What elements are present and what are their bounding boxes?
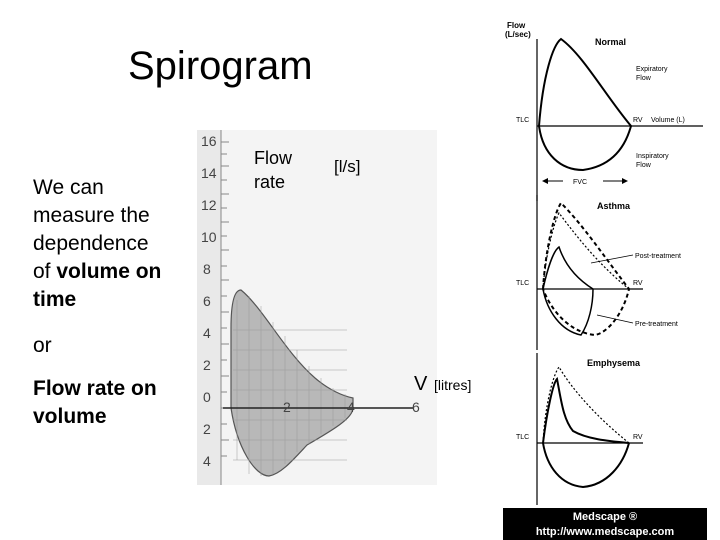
x-tick-label: 4 <box>347 399 355 415</box>
emphysema-tlc-label: TLC <box>516 434 529 441</box>
normal-loop <box>537 37 633 172</box>
emphysema-expiratory-loop <box>542 376 630 444</box>
y-tick-label: 4 <box>203 325 211 341</box>
plot-x-tick-labels: 2 4 6 <box>283 399 420 415</box>
asthma-pre-label: Pre-treatment <box>635 321 678 328</box>
normal-inspiratory-label-2: Flow <box>636 162 652 169</box>
flow-rate-label-line-1: Flow <box>254 148 293 168</box>
y-tick-label: 10 <box>201 229 217 245</box>
volume-symbol: V <box>414 373 428 395</box>
emphysema-loop-group: Emphysema TLC RV <box>516 353 643 505</box>
slide-title: Spirogram <box>128 44 313 88</box>
emphysema-rv-label: RV <box>633 434 643 441</box>
asthma-tlc-label: TLC <box>516 280 529 287</box>
post-treatment-leader <box>590 254 634 264</box>
y-tick-label: 16 <box>201 133 217 149</box>
asthma-post-treatment-loop <box>541 201 631 337</box>
y-tick-label: 8 <box>203 261 211 277</box>
y-tick-label: 12 <box>201 197 217 213</box>
y-tick-label: 2 <box>203 357 211 373</box>
y-tick-label: 2 <box>203 421 211 437</box>
intro-line-1: We can <box>33 176 104 199</box>
x-tick-label: 2 <box>283 399 291 415</box>
flow-on-volume-line-1: Flow rate on <box>33 377 157 400</box>
asthma-rv-label: RV <box>633 280 643 287</box>
normal-fvc-label: FVC <box>573 179 587 186</box>
normal-title: Normal <box>595 37 626 47</box>
normal-loop-group: Flow (L/sec) Normal Expiratory Flow TLC … <box>505 21 703 201</box>
normal-expiratory-label: Expiratory <box>636 66 668 73</box>
normal-inspiratory-label: Inspiratory <box>636 153 669 160</box>
plot-margin-strip <box>197 130 221 485</box>
intro-text: We can measure the dependence of volume … <box>33 174 193 314</box>
asthma-title: Asthma <box>597 201 631 211</box>
y-tick-label: 4 <box>203 453 211 469</box>
emphysema-inspiratory-loop <box>542 442 630 489</box>
flow-on-volume-line-2: volume <box>33 405 107 428</box>
emphysema-title: Emphysema <box>587 358 641 368</box>
intro-line-5: time <box>33 288 77 311</box>
medscape-url: http://www.medscape.com <box>535 526 675 538</box>
asthma-post-label: Post-treatment <box>635 253 681 260</box>
intro-line-4-plain: of <box>33 260 57 283</box>
intro-line-4-bold: volume on <box>56 260 162 283</box>
asthma-pre-treatment-loop <box>542 245 594 336</box>
normal-volume-label: Volume (L) <box>651 117 685 124</box>
flow-rate-axis-label: Flow rate <box>254 146 292 194</box>
normal-tlc-label: TLC <box>516 117 529 124</box>
y-tick-label: 6 <box>203 293 211 309</box>
flow-axis-unit: (L/sec) <box>505 30 531 39</box>
y-tick-label: 14 <box>201 165 217 181</box>
or-text: or <box>33 334 52 357</box>
medscape-brand: Medscape ® <box>572 511 638 523</box>
loop-hatch <box>233 296 347 476</box>
flow-unit-label: [l/s] <box>334 157 361 176</box>
asthma-mid-loop <box>542 211 630 290</box>
flow-axis-label: Flow <box>507 21 526 30</box>
asthma-loop-group: Asthma Post-treatment TLC RV Pre-treatme… <box>516 195 681 350</box>
normal-expiratory-label-2: Flow <box>636 75 652 82</box>
flow-volume-plot: 16 14 12 10 8 6 4 2 0 2 4 2 4 6 <box>197 130 437 485</box>
plot-y-tick-labels: 16 14 12 10 8 6 4 2 0 2 4 <box>201 133 217 469</box>
emphysema-normal-reference-loop <box>542 365 630 444</box>
intro-line-3: dependence <box>33 232 149 255</box>
volume-unit-label: [litres] <box>434 377 472 393</box>
flow-volume-loop <box>230 289 354 477</box>
flow-rate-label-line-2: rate <box>254 172 286 192</box>
intro-line-4: of volume on <box>33 258 193 286</box>
plot-left-ticks <box>220 130 229 485</box>
normal-rv-label: RV <box>633 117 643 124</box>
x-tick-label: 6 <box>412 399 420 415</box>
comparison-loops-panel: Flow (L/sec) Normal Expiratory Flow TLC … <box>505 21 703 505</box>
flow-on-volume-text: Flow rate on volume <box>33 375 157 431</box>
intro-line-2: measure the <box>33 204 150 227</box>
y-zero-label: 0 <box>203 389 211 405</box>
medscape-banner: Medscape ® http://www.medscape.com <box>503 508 707 540</box>
pre-treatment-leader <box>596 314 634 324</box>
